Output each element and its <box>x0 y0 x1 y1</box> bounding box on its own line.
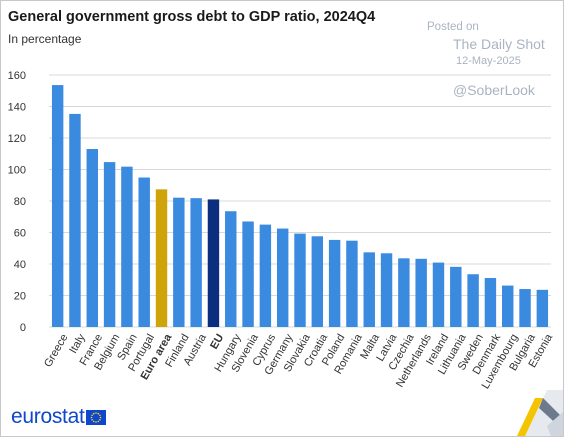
bar-portugal <box>138 177 150 327</box>
bar-latvia <box>380 253 393 327</box>
watermark-handle: @SoberLook <box>453 82 535 98</box>
bar-luxembourg <box>502 285 514 327</box>
watermark-date: 12-May-2025 <box>456 55 521 67</box>
bar-eu <box>207 199 220 327</box>
bar-romania <box>346 240 358 327</box>
bar-germany <box>276 228 289 327</box>
bar-sweden <box>467 274 479 327</box>
eu-flag-icon <box>86 409 107 425</box>
eurostat-logo: eurostat <box>11 405 107 429</box>
bar-euro-area <box>155 189 168 327</box>
bar-hungary <box>225 211 237 327</box>
bar-spain <box>121 166 133 327</box>
y-tick-label: 100 <box>8 165 26 177</box>
bar-denmark <box>484 278 497 327</box>
y-tick-label: 140 <box>8 102 26 114</box>
y-tick-label: 0 <box>20 322 26 334</box>
x-tick-label: Greece <box>42 332 70 369</box>
bar-slovenia <box>242 221 254 327</box>
bar-estonia <box>536 289 549 327</box>
logo-text: eurostat <box>11 405 85 428</box>
y-tick-label: 20 <box>14 291 26 303</box>
y-tick-label: 80 <box>14 196 26 208</box>
bar-italy <box>69 113 81 327</box>
chart-title: General government gross debt to GDP rat… <box>8 9 376 25</box>
bar-czechia <box>398 258 410 327</box>
watermark-source: The Daily Shot <box>453 36 545 52</box>
y-tick-label: 160 <box>8 70 26 82</box>
bar-poland <box>328 239 341 327</box>
bar-lithuania <box>450 266 462 327</box>
bar-cyprus <box>259 224 272 327</box>
bar-france <box>86 149 98 327</box>
bar-netherlands <box>415 258 427 327</box>
bar-bulgaria <box>519 289 531 327</box>
bar-finland <box>173 197 185 327</box>
chart-subtitle: In percentage <box>8 32 82 46</box>
y-tick-label: 40 <box>14 259 26 271</box>
y-tick-label: 120 <box>8 133 26 145</box>
watermark-posted: Posted on <box>427 21 479 33</box>
y-tick-label: 60 <box>14 228 26 240</box>
bar-austria <box>190 198 202 327</box>
bar-greece <box>51 85 64 327</box>
bar-malta <box>363 252 375 327</box>
bar-ireland <box>432 262 445 327</box>
bar-belgium <box>103 162 116 327</box>
corner-decoration <box>517 390 563 436</box>
bar-slovakia <box>294 233 306 327</box>
bar-croatia <box>311 236 324 327</box>
